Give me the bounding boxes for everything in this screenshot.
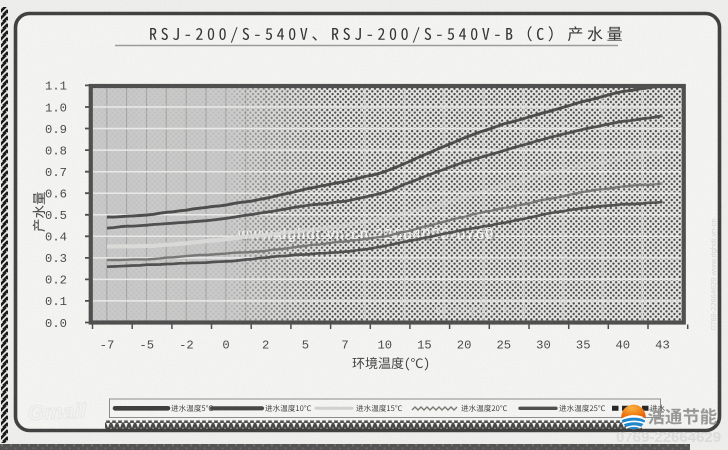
svg-text:0769-22664629: 0769-22664629 [616, 429, 721, 446]
